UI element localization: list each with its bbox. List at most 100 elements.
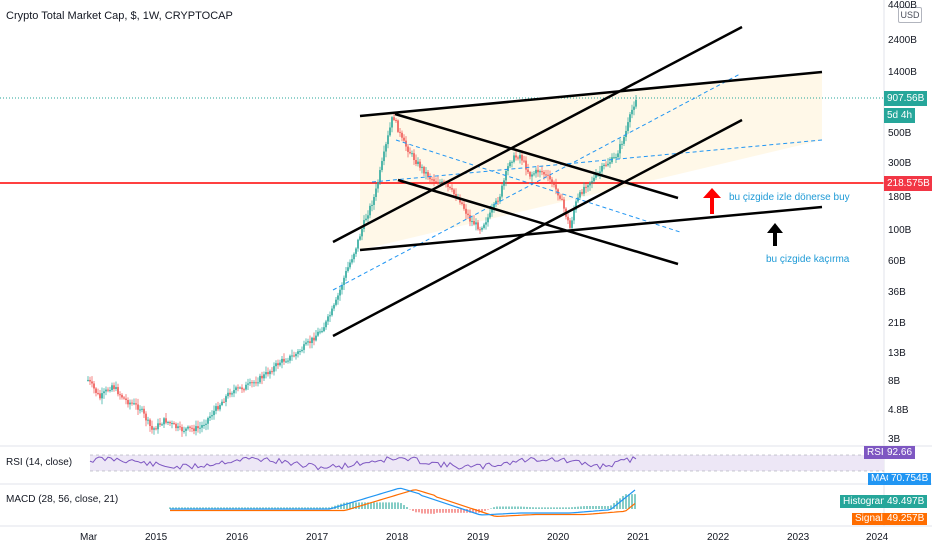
candle-body [425, 172, 427, 174]
candle-body [169, 421, 171, 424]
candle-body [115, 387, 117, 389]
trendline-rising-lower[interactable] [332, 118, 743, 338]
macd-histogram-bar [424, 509, 426, 514]
candle-body [591, 181, 593, 183]
macd-histogram-bar [439, 509, 441, 513]
candle-body [411, 153, 413, 155]
candle-body [551, 179, 553, 184]
buy-annotation[interactable]: bu çizgide izle dönerse buy [729, 192, 850, 203]
candle-body [497, 200, 499, 202]
macd-line [170, 487, 636, 516]
trendline-falling-lower[interactable] [397, 178, 679, 266]
candle-body [309, 341, 311, 344]
candle-body [543, 172, 545, 175]
macd-histogram-bar [517, 506, 519, 509]
macd-histogram-bar [547, 507, 549, 509]
rsi-label[interactable]: RSI (14, close) [6, 457, 73, 468]
candle-body [185, 428, 187, 431]
candle-body [303, 344, 305, 350]
macd-histogram-bar [265, 507, 267, 509]
candle-body [219, 405, 221, 410]
trendline-rising-upper[interactable] [332, 25, 743, 244]
candle-body [151, 425, 153, 430]
candle-body [549, 175, 551, 180]
candle-body [233, 390, 235, 394]
macd-histogram-bar [313, 507, 315, 509]
macd-histogram-bar [379, 502, 381, 509]
candle-body [341, 285, 343, 290]
candle-body [249, 382, 251, 384]
time-tick: 2020 [547, 532, 570, 543]
candle-body [345, 271, 347, 278]
macd-histogram-bar [259, 507, 261, 509]
candle-body [513, 155, 515, 162]
time-tick: 2018 [386, 532, 409, 543]
candle-body [377, 182, 379, 189]
candle-body [359, 236, 361, 240]
candle-body [479, 229, 481, 231]
candle-body [327, 316, 329, 322]
candle-body [423, 166, 425, 174]
candle-body [197, 426, 199, 429]
candle-body [143, 408, 145, 414]
candle-body [515, 155, 517, 158]
macd-histogram-bar [583, 506, 585, 509]
candle-body [517, 157, 519, 159]
candle-body [243, 389, 245, 391]
candle-body [633, 106, 635, 110]
candle-body [635, 99, 637, 107]
trendline-bottom[interactable] [359, 205, 823, 252]
candle-body [541, 171, 543, 173]
candle-body [403, 137, 405, 141]
dashed-trendline-3[interactable] [395, 139, 681, 233]
candle-body [165, 418, 167, 423]
currency-button[interactable]: USD [898, 7, 922, 23]
macd-histogram-bar [481, 509, 483, 513]
candle-body [207, 418, 209, 424]
macd-histogram-bar [403, 505, 405, 509]
candle-body [519, 155, 521, 159]
candle-body [547, 174, 549, 176]
candle-body [251, 382, 253, 384]
macd-label[interactable]: MACD (28, 56, close, 21) [6, 494, 119, 505]
macd-histogram-bar [412, 509, 414, 511]
trendline-falling-upper[interactable] [394, 112, 679, 200]
candle-body [447, 184, 449, 188]
candle-body [227, 392, 229, 397]
candle-body [525, 160, 527, 170]
candle-body [629, 114, 631, 123]
macd-histogram-bar [526, 506, 528, 509]
candle-body [211, 415, 213, 417]
macd-histogram-bar [622, 495, 624, 509]
dashed-trendline-2[interactable] [371, 139, 823, 183]
macd-histogram-bar [586, 506, 588, 509]
macd-histogram-bar [304, 507, 306, 509]
candle-body [579, 192, 581, 198]
candle-body [535, 169, 537, 174]
black-arrow-icon[interactable] [767, 223, 783, 246]
candle-body [263, 374, 265, 379]
candle-body [99, 393, 101, 399]
chart-title: Crypto Total Market Cap, $, 1W, CRYPTOCA… [6, 10, 233, 22]
macd-histogram-bar [211, 507, 213, 509]
macd-histogram-bar [400, 503, 402, 509]
candle-body [365, 218, 367, 221]
candle-body [339, 289, 341, 296]
macd-histogram-bar [298, 507, 300, 509]
macd-histogram-bar [433, 509, 435, 514]
macd-histogram-bar [415, 509, 417, 513]
price-tick: 100B [888, 225, 912, 236]
candle-body [105, 389, 107, 392]
candle-body [201, 425, 203, 428]
candle-body [559, 195, 561, 199]
time-tick: 2019 [467, 532, 490, 543]
candle-body [355, 248, 357, 254]
macd-histogram-bar [184, 507, 186, 509]
red-arrow-icon[interactable] [703, 188, 721, 214]
dont-miss-annotation[interactable]: bu çizgide kaçırma [766, 254, 850, 265]
candle-body [361, 228, 363, 237]
trendline-top[interactable] [359, 70, 823, 118]
macd-histogram-bar [325, 507, 327, 509]
macd-histogram-bar [610, 505, 612, 509]
